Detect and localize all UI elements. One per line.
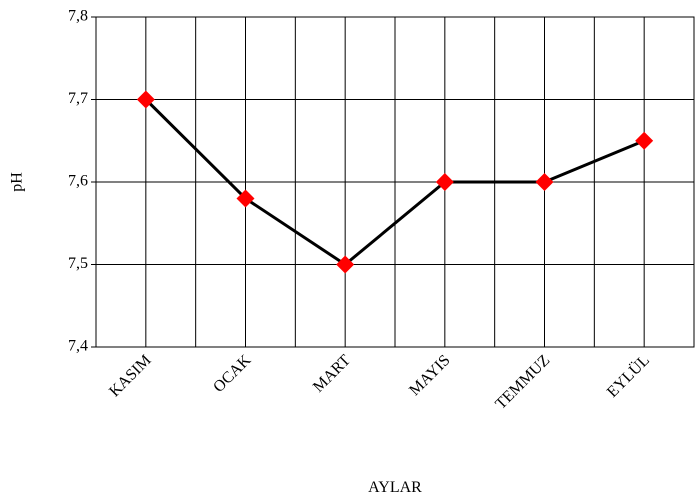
data-line xyxy=(144,98,645,267)
data-marker xyxy=(136,90,155,109)
y-tick-label: 7,5 xyxy=(68,255,88,272)
y-tick-label: 7,7 xyxy=(68,90,88,107)
x-tick-label: MART xyxy=(310,352,354,396)
data-marker xyxy=(236,189,255,208)
x-tick-label: EYLÜL xyxy=(603,351,653,401)
y-tick-label: 7,8 xyxy=(68,8,88,25)
plot-border xyxy=(95,16,695,348)
x-tick-label: OCAK xyxy=(210,351,254,395)
x-axis-label: AYLAR xyxy=(368,479,422,496)
data-marker xyxy=(635,131,654,150)
x-tick-label: MAYIS xyxy=(406,352,453,399)
y-axis-label: pH xyxy=(9,172,26,192)
y-tick-label: 7,4 xyxy=(68,338,88,355)
y-tick-label: 7,6 xyxy=(68,173,88,190)
x-tick-label: KASIM xyxy=(106,352,154,400)
data-marker xyxy=(435,173,454,191)
data-marker xyxy=(535,173,554,191)
x-tick-label: TEMMUZ xyxy=(492,352,553,413)
data-marker xyxy=(336,255,355,274)
